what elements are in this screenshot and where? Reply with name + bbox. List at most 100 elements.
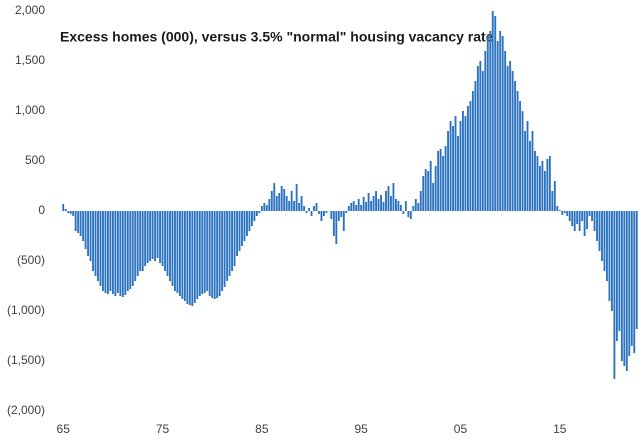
bar — [250, 211, 253, 226]
bar — [598, 211, 601, 251]
bar — [591, 211, 593, 221]
bar — [340, 211, 343, 217]
bar — [397, 201, 400, 211]
bar — [434, 166, 437, 211]
bar — [628, 211, 631, 356]
bar — [501, 36, 504, 211]
bar — [625, 211, 628, 371]
bar — [79, 211, 82, 236]
bar — [141, 211, 144, 271]
bar — [357, 199, 360, 211]
bar — [419, 191, 422, 211]
bar — [99, 211, 102, 286]
bar — [270, 191, 273, 211]
y-tick-label: (2,000) — [7, 403, 45, 417]
bar — [385, 191, 387, 211]
bar — [303, 206, 305, 211]
bar — [583, 211, 586, 236]
bar — [260, 206, 263, 211]
bar — [87, 211, 89, 256]
bar — [62, 204, 65, 211]
bar — [82, 211, 85, 241]
bar — [360, 205, 363, 211]
bar — [246, 211, 248, 236]
bar — [613, 211, 616, 379]
bar — [280, 186, 283, 211]
chart-title: Excess homes (000), versus 3.5% "normal"… — [60, 29, 494, 45]
y-tick-label: 500 — [25, 153, 45, 167]
bar — [444, 146, 447, 211]
bar — [258, 211, 261, 213]
bar — [449, 121, 452, 211]
bar — [509, 61, 512, 211]
bar — [486, 36, 489, 211]
bar — [278, 193, 281, 211]
bar — [69, 211, 72, 214]
bar — [399, 205, 402, 211]
bar — [464, 116, 467, 211]
bar — [581, 211, 584, 221]
bar — [382, 202, 385, 211]
bar — [390, 196, 392, 211]
bar — [134, 211, 137, 281]
bar — [558, 210, 561, 211]
bar — [320, 211, 323, 221]
bar — [566, 211, 569, 216]
bar — [424, 169, 427, 211]
bar — [414, 199, 417, 211]
bar — [283, 189, 286, 211]
bar — [139, 211, 142, 271]
bar — [216, 211, 219, 298]
bar — [352, 201, 355, 211]
y-tick-label: 1,000 — [15, 103, 45, 117]
bar — [362, 197, 365, 211]
bar — [308, 208, 310, 211]
bar — [183, 211, 186, 301]
bar — [593, 211, 596, 231]
bar — [514, 81, 517, 211]
bar — [494, 16, 497, 211]
bar — [191, 211, 194, 306]
bar — [355, 205, 358, 211]
bar — [322, 211, 325, 216]
bar — [136, 211, 139, 276]
bar — [618, 211, 621, 331]
bar — [459, 121, 462, 211]
bar — [526, 121, 529, 211]
bar — [241, 211, 243, 246]
bar — [504, 51, 507, 211]
bar — [496, 41, 499, 211]
bar — [77, 211, 80, 233]
bar — [154, 211, 157, 261]
bar — [188, 211, 191, 305]
bar — [392, 183, 395, 211]
bar — [111, 211, 114, 294]
bar — [335, 211, 338, 244]
bar — [402, 211, 405, 214]
bar — [466, 106, 469, 211]
bar — [169, 211, 171, 281]
bar — [129, 211, 132, 289]
bar — [121, 211, 124, 297]
bar — [201, 211, 204, 294]
bar — [67, 211, 70, 213]
bar — [332, 211, 335, 236]
bar — [529, 141, 531, 211]
bar — [571, 211, 574, 226]
bar — [479, 61, 482, 211]
y-tick-label: (1,500) — [7, 353, 45, 367]
bar — [422, 176, 425, 211]
bar — [285, 196, 288, 211]
x-tick-label: 75 — [156, 422, 170, 436]
bar — [255, 211, 258, 216]
bar — [208, 211, 211, 296]
bar — [97, 211, 99, 281]
bar — [370, 201, 373, 211]
bar — [221, 211, 224, 291]
bar — [345, 211, 348, 213]
bar — [198, 211, 201, 296]
bar — [596, 211, 598, 241]
bar — [442, 156, 445, 211]
y-tick-label: 0 — [38, 203, 45, 217]
